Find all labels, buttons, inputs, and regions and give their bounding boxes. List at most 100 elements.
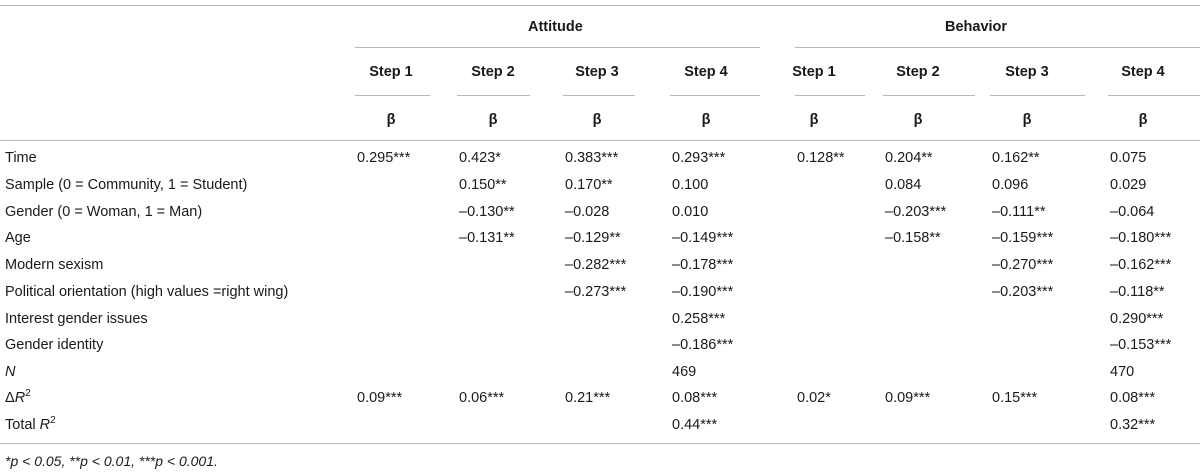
step-header: Step 3 (1005, 64, 1049, 80)
table-cell: 0.096 (992, 177, 1029, 193)
table-cell: 0.010 (672, 204, 709, 220)
row-label-text: N (5, 364, 16, 380)
table-cell: –0.158** (885, 230, 941, 246)
table-cell: 0.08*** (1110, 390, 1156, 406)
table-cell: 0.02* (797, 390, 831, 406)
footnote: *p < 0.05, **p < 0.01, ***p < 0.001. (5, 453, 218, 469)
bottom-rule (0, 443, 1200, 444)
step-underline (990, 95, 1085, 96)
step-underline (670, 95, 760, 96)
step-header: Step 1 (792, 64, 836, 80)
row-label: ΔR2 (5, 389, 31, 407)
table-cell: –0.162*** (1110, 257, 1172, 273)
row-label: Age (5, 229, 31, 247)
table-cell: 0.06*** (459, 390, 505, 406)
table-cell: –0.131** (459, 230, 515, 246)
table-cell: 0.383*** (565, 150, 619, 166)
group-header-attitude: Attitude (528, 19, 583, 35)
row-label-text: Modern sexism (5, 257, 104, 273)
table-cell: –0.186*** (672, 337, 734, 353)
row-label-text: Total R (5, 417, 51, 433)
table-cell: 0.162** (992, 150, 1040, 166)
table-cell: 0.084 (885, 177, 922, 193)
step-header: Step 2 (896, 64, 940, 80)
row-label: Sample (0 = Community, 1 = Student) (5, 176, 247, 194)
beta-label: β (1138, 112, 1148, 128)
table-cell: 0.075 (1110, 150, 1147, 166)
table-cell: –0.180*** (1110, 230, 1172, 246)
table-cell: 0.09*** (357, 390, 403, 406)
table-cell: –0.064 (1110, 204, 1155, 220)
step-underline (563, 95, 635, 96)
step-underline (355, 95, 430, 96)
table-cell: –0.282*** (565, 257, 627, 273)
table-cell: –0.270*** (992, 257, 1054, 273)
beta-row-rule (0, 140, 1200, 141)
table-cell: 0.21*** (565, 390, 611, 406)
row-label-text: Interest gender issues (5, 311, 148, 327)
step-header: Step 4 (684, 64, 728, 80)
attitude-group-rule (355, 47, 760, 48)
table-cell: 470 (1110, 364, 1135, 380)
table-cell: –0.178*** (672, 257, 734, 273)
table-cell: –0.153*** (1110, 337, 1172, 353)
table-cell: 0.290*** (1110, 311, 1164, 327)
top-rule (0, 5, 1200, 6)
table-cell: 0.295*** (357, 150, 411, 166)
table-cell: 0.44*** (672, 417, 718, 433)
step-underline (457, 95, 530, 96)
row-label-text: Gender (0 = Woman, 1 = Man) (5, 204, 203, 220)
row-label-text: Time (5, 150, 37, 166)
table-cell: 0.100 (672, 177, 709, 193)
beta-label: β (592, 112, 602, 128)
step-header: Step 2 (471, 64, 515, 80)
r-squared-superscript: 2 (50, 415, 56, 427)
table-cell: –0.159*** (992, 230, 1054, 246)
row-label: Interest gender issues (5, 310, 148, 328)
beta-label: β (913, 112, 923, 128)
table-cell: –0.190*** (672, 284, 734, 300)
group-header-behavior: Behavior (945, 19, 1008, 35)
table-cell: –0.111** (992, 204, 1046, 220)
table-cell: –0.130** (459, 204, 515, 220)
row-label: Political orientation (high values =righ… (5, 283, 288, 301)
table-cell: 469 (672, 364, 697, 380)
beta-label: β (386, 112, 396, 128)
beta-label: β (1022, 112, 1032, 128)
row-label: Gender identity (5, 336, 103, 354)
table-cell: 0.150** (459, 177, 507, 193)
table-cell: –0.203*** (885, 204, 947, 220)
step-header: Step 1 (369, 64, 413, 80)
table-cell: 0.423* (459, 150, 501, 166)
beta-label: β (701, 112, 711, 128)
table-cell: 0.170** (565, 177, 613, 193)
table-cell: –0.203*** (992, 284, 1054, 300)
table-cell: –0.149*** (672, 230, 734, 246)
table-cell: –0.028 (565, 204, 610, 220)
row-label-text: ΔR (5, 390, 26, 406)
step-header: Step 4 (1121, 64, 1165, 80)
row-label-text: Political orientation (high values =righ… (5, 284, 289, 300)
row-label: N (5, 363, 15, 381)
table-cell: 0.293*** (672, 150, 726, 166)
beta-label: β (488, 112, 498, 128)
step-header: Step 3 (575, 64, 619, 80)
row-label: Gender (0 = Woman, 1 = Man) (5, 203, 202, 221)
step-underline (1108, 95, 1200, 96)
row-label: Modern sexism (5, 256, 103, 274)
r-squared-superscript: 2 (25, 388, 31, 400)
table-cell: 0.204** (885, 150, 933, 166)
row-label-text: Sample (0 = Community, 1 = Student) (5, 177, 248, 193)
table-cell: –0.273*** (565, 284, 627, 300)
table-cell: 0.32*** (1110, 417, 1156, 433)
table-cell: 0.029 (1110, 177, 1147, 193)
step-underline (795, 95, 865, 96)
table-cell: 0.08*** (672, 390, 718, 406)
table-cell: 0.15*** (992, 390, 1038, 406)
table-cell: –0.129** (565, 230, 621, 246)
step-underline (883, 95, 975, 96)
behavior-group-rule (795, 47, 1200, 48)
table-cell: 0.09*** (885, 390, 931, 406)
table-cell: 0.258*** (672, 311, 726, 327)
